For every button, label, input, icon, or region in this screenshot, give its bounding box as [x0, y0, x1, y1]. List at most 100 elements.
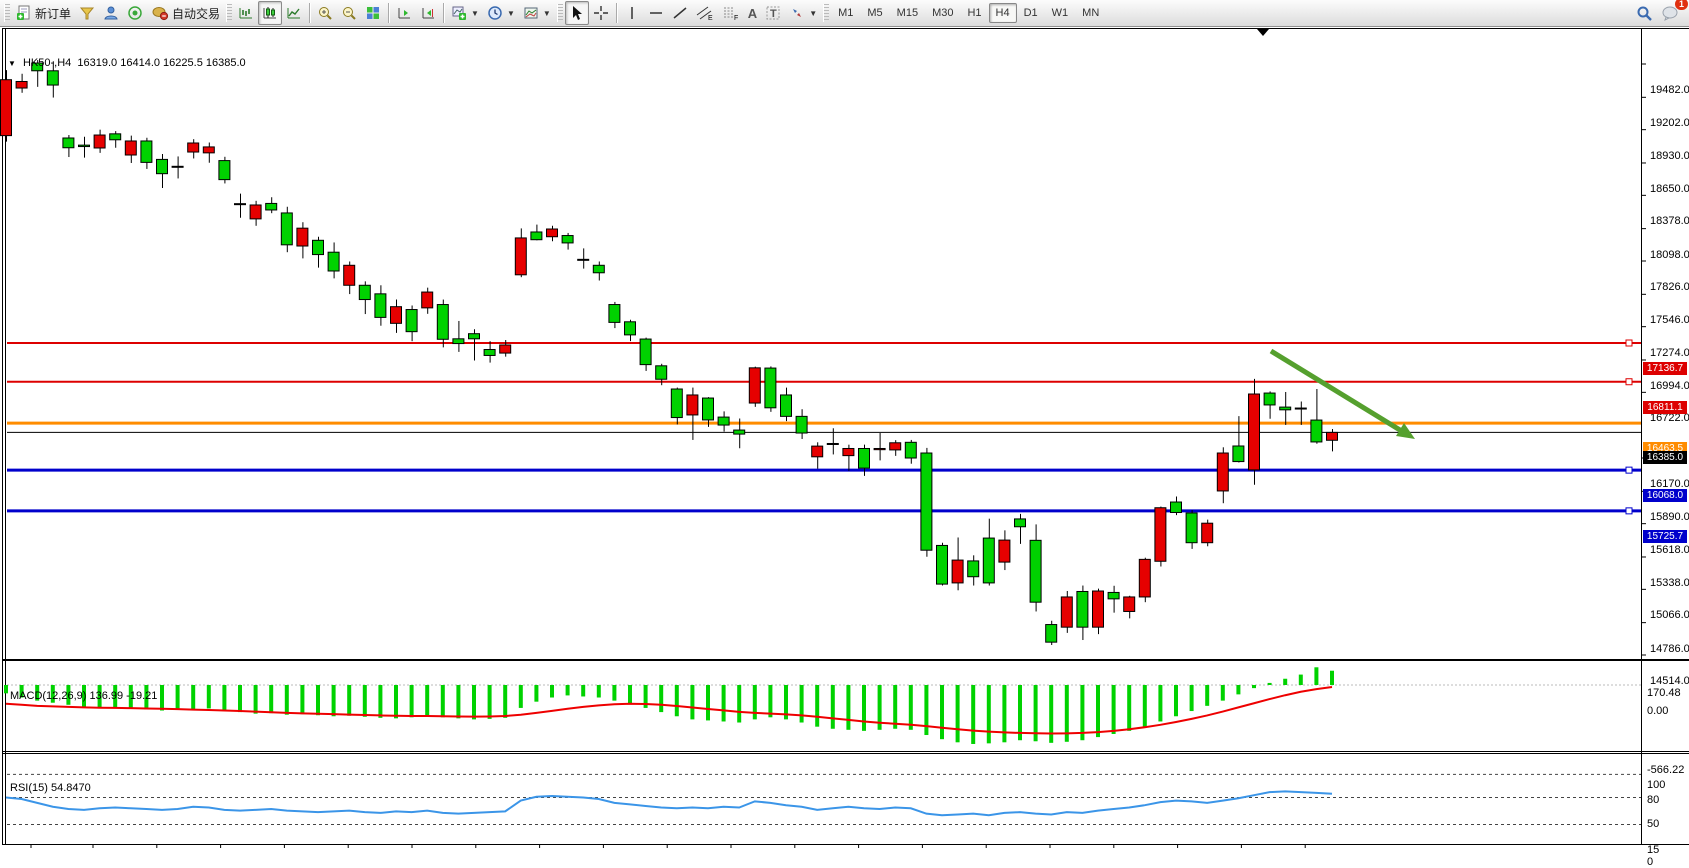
rsi-line [5, 790, 1333, 817]
tile-windows-icon [365, 5, 381, 21]
macd-histogram-bar [1252, 685, 1256, 689]
crosshair-button[interactable] [589, 1, 613, 25]
new-chart-button[interactable]: ▼ [447, 1, 483, 25]
support-line-1-handle[interactable] [1625, 466, 1633, 474]
candle [1232, 445, 1245, 463]
candle [686, 394, 699, 416]
macd-histogram-bar [175, 685, 180, 711]
candle [296, 227, 309, 247]
chat-icon [1661, 5, 1679, 21]
macd-histogram-bar [862, 685, 866, 731]
tile-windows-button[interactable] [361, 1, 385, 25]
macd-histogram-bar [331, 685, 336, 717]
macd-histogram-bar [191, 685, 196, 709]
auto-scroll-button[interactable] [392, 1, 416, 25]
macd-histogram-bar [986, 685, 991, 744]
timeframe-D1[interactable]: D1 [1023, 7, 1038, 19]
timeframe-bar: M1 M5 M15 M30 H1 H4 D1 W1 MN [831, 3, 1106, 23]
trend-arrow-line[interactable] [1269, 348, 1402, 433]
candle [1045, 624, 1058, 643]
candle [93, 134, 106, 149]
arrows-icon [789, 5, 805, 21]
resistance-line-1-handle[interactable] [1625, 339, 1633, 347]
candle [873, 447, 886, 451]
autotrade-button[interactable]: 自动交易 [147, 1, 224, 25]
text-label-button[interactable]: T [761, 1, 785, 25]
chart-window[interactable]: 19482.0 19202.0 18930.0 18650.0 18378.0 18098… [0, 26, 1689, 868]
candle [390, 306, 402, 324]
search-button[interactable] [1632, 1, 1657, 25]
timeframe-M1[interactable]: M1 [838, 7, 854, 19]
toolbar-grip[interactable] [556, 4, 563, 22]
timeframe-M5[interactable]: M5 [867, 7, 883, 19]
macd-histogram-bar [1142, 685, 1147, 727]
crosshair-icon [593, 5, 609, 21]
signals-button[interactable] [123, 1, 147, 25]
resistance-line-2-handle[interactable] [1625, 378, 1633, 386]
timeframe-H4[interactable]: H4 [988, 3, 1017, 23]
toolbar-grip[interactable] [823, 4, 830, 22]
timeframe-MN[interactable]: MN [1082, 7, 1100, 19]
toolbar-separator [615, 3, 617, 23]
support-line-2-handle[interactable] [1625, 507, 1633, 515]
zoom-out-button[interactable] [337, 1, 361, 25]
chart-shift-button[interactable] [416, 1, 440, 25]
candlestick-chart-button[interactable] [258, 1, 283, 25]
candle [280, 212, 293, 246]
macd-histogram-bar [1174, 685, 1178, 717]
candle [998, 539, 1011, 563]
toolbar-separator [443, 3, 445, 23]
macd-label: MACD(12,26,9) 136.99 -19.21 [10, 690, 158, 702]
accounts-button[interactable] [99, 1, 123, 25]
shift-marker-icon[interactable] [1257, 29, 1269, 36]
vertical-line-button[interactable] [620, 1, 644, 25]
candle [967, 560, 980, 578]
timeframe-M15[interactable]: M15 [896, 7, 919, 19]
zoom-in-button[interactable] [313, 1, 337, 25]
trendline-button[interactable] [668, 1, 692, 25]
periods-button[interactable]: ▼ [483, 1, 519, 25]
templates-button[interactable]: ▼ [519, 1, 555, 25]
candle [265, 202, 278, 211]
text-button[interactable]: A [744, 1, 761, 25]
candle [811, 445, 824, 458]
macd-histogram-bar [66, 685, 71, 705]
collapse-triangle-icon[interactable]: ▼ [8, 59, 16, 68]
notifications-button[interactable]: 1 [1657, 0, 1688, 25]
auto-scroll-icon [396, 5, 412, 21]
funnel-icon [79, 5, 95, 21]
new-order-button[interactable]: 新订单 [12, 1, 75, 25]
horizontal-line-button[interactable] [644, 1, 668, 25]
chart-canvas[interactable] [0, 26, 1689, 868]
equidistant-channel-button[interactable]: E [692, 1, 718, 25]
timeframe-W1[interactable]: W1 [1051, 7, 1069, 19]
macd-histogram-bar [908, 685, 913, 730]
candle [234, 203, 246, 206]
candle [124, 140, 137, 156]
autotrade-label: 自动交易 [172, 6, 221, 21]
timeframe-H1[interactable]: H1 [967, 7, 982, 19]
toolbar-grip[interactable] [4, 4, 10, 22]
candle [327, 251, 340, 272]
fibonacci-button[interactable]: F [718, 1, 744, 25]
macd-histogram-bar [487, 685, 492, 719]
trend-arrow-head[interactable] [1396, 423, 1415, 439]
candle [1310, 419, 1323, 443]
market-watch-button[interactable] [75, 1, 99, 25]
toolbar: 新订单 自动交易 ▼ ▼ ▼ E F A T ▼ M1 M5 M15 M30 H1 H4 D… [0, 0, 1689, 27]
macd-histogram-bar [347, 685, 352, 716]
chart-ohlc: 16319.0 16414.0 16225.5 16385.0 [77, 57, 246, 69]
macd-histogram-bar [565, 685, 570, 696]
candle [1123, 596, 1136, 612]
candle [780, 394, 792, 417]
bar-chart-button[interactable] [234, 1, 258, 25]
arrows-button[interactable]: ▼ [785, 1, 821, 25]
candle [421, 291, 434, 309]
candle [109, 133, 122, 141]
line-chart-button[interactable] [282, 1, 306, 25]
macd-histogram-bar [128, 685, 133, 709]
macd-histogram-bar [4, 685, 8, 694]
toolbar-grip[interactable] [226, 4, 233, 22]
cursor-button[interactable] [564, 1, 589, 25]
timeframe-M30[interactable]: M30 [932, 7, 954, 19]
